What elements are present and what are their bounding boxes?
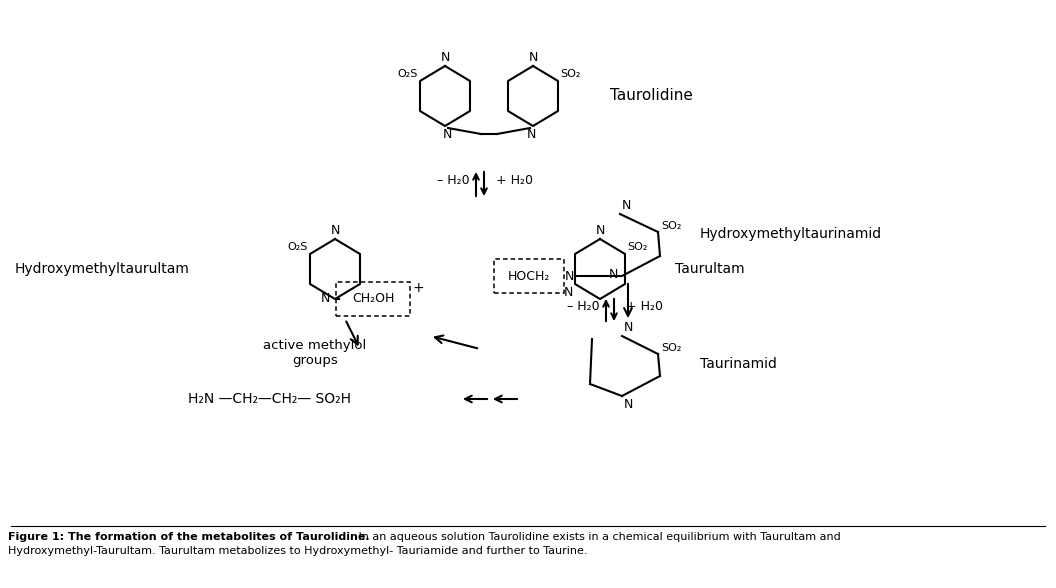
Text: HOCH₂: HOCH₂ <box>508 269 550 282</box>
Text: O₂S: O₂S <box>287 242 308 252</box>
Text: N: N <box>528 51 538 64</box>
Text: In an aqueous solution Taurolidine exists in a chemical equilibrium with Taurult: In an aqueous solution Taurolidine exist… <box>355 532 841 542</box>
Text: N: N <box>564 286 573 299</box>
Text: N: N <box>608 269 618 282</box>
Text: CH₂OH: CH₂OH <box>352 292 394 306</box>
Text: + H₂0: + H₂0 <box>626 299 663 312</box>
Text: N: N <box>624 398 634 411</box>
Text: Taurinamid: Taurinamid <box>700 357 777 371</box>
Text: N: N <box>622 199 631 212</box>
Text: N: N <box>440 51 450 64</box>
Text: N: N <box>442 128 452 141</box>
Text: SO₂: SO₂ <box>661 221 681 231</box>
Text: Figure 1: The formation of the metabolites of Taurolidine.: Figure 1: The formation of the metabolit… <box>8 532 370 542</box>
Text: N: N <box>526 128 535 141</box>
Text: SO₂: SO₂ <box>661 343 681 353</box>
Text: O₂S: O₂S <box>398 69 418 79</box>
Text: H₂N —CH₂—CH₂— SO₂H: H₂N —CH₂—CH₂— SO₂H <box>189 392 352 406</box>
Text: – H₂0: – H₂0 <box>437 173 470 186</box>
Text: Taurolidine: Taurolidine <box>610 89 693 103</box>
Text: SO₂: SO₂ <box>560 69 581 79</box>
Text: Hydroxymethyltaurultam: Hydroxymethyltaurultam <box>15 262 190 276</box>
Text: Taurultam: Taurultam <box>675 262 744 276</box>
Text: SO₂: SO₂ <box>627 242 647 252</box>
Text: Hydroxymethyltaurinamid: Hydroxymethyltaurinamid <box>700 227 882 241</box>
Text: Hydroxymethyl-Taurultam. Taurultam metabolizes to Hydroxymethyl- Tauriamide and : Hydroxymethyl-Taurultam. Taurultam metab… <box>8 546 587 556</box>
Text: active methylol
groups: active methylol groups <box>263 339 366 367</box>
Text: + H₂0: + H₂0 <box>496 173 533 186</box>
Text: +: + <box>412 281 423 295</box>
Text: N: N <box>624 321 634 334</box>
Text: N: N <box>565 269 574 282</box>
Text: N: N <box>596 224 605 237</box>
Text: N: N <box>331 224 340 237</box>
Text: – H₂0: – H₂0 <box>567 299 600 312</box>
Text: N: N <box>321 292 329 305</box>
